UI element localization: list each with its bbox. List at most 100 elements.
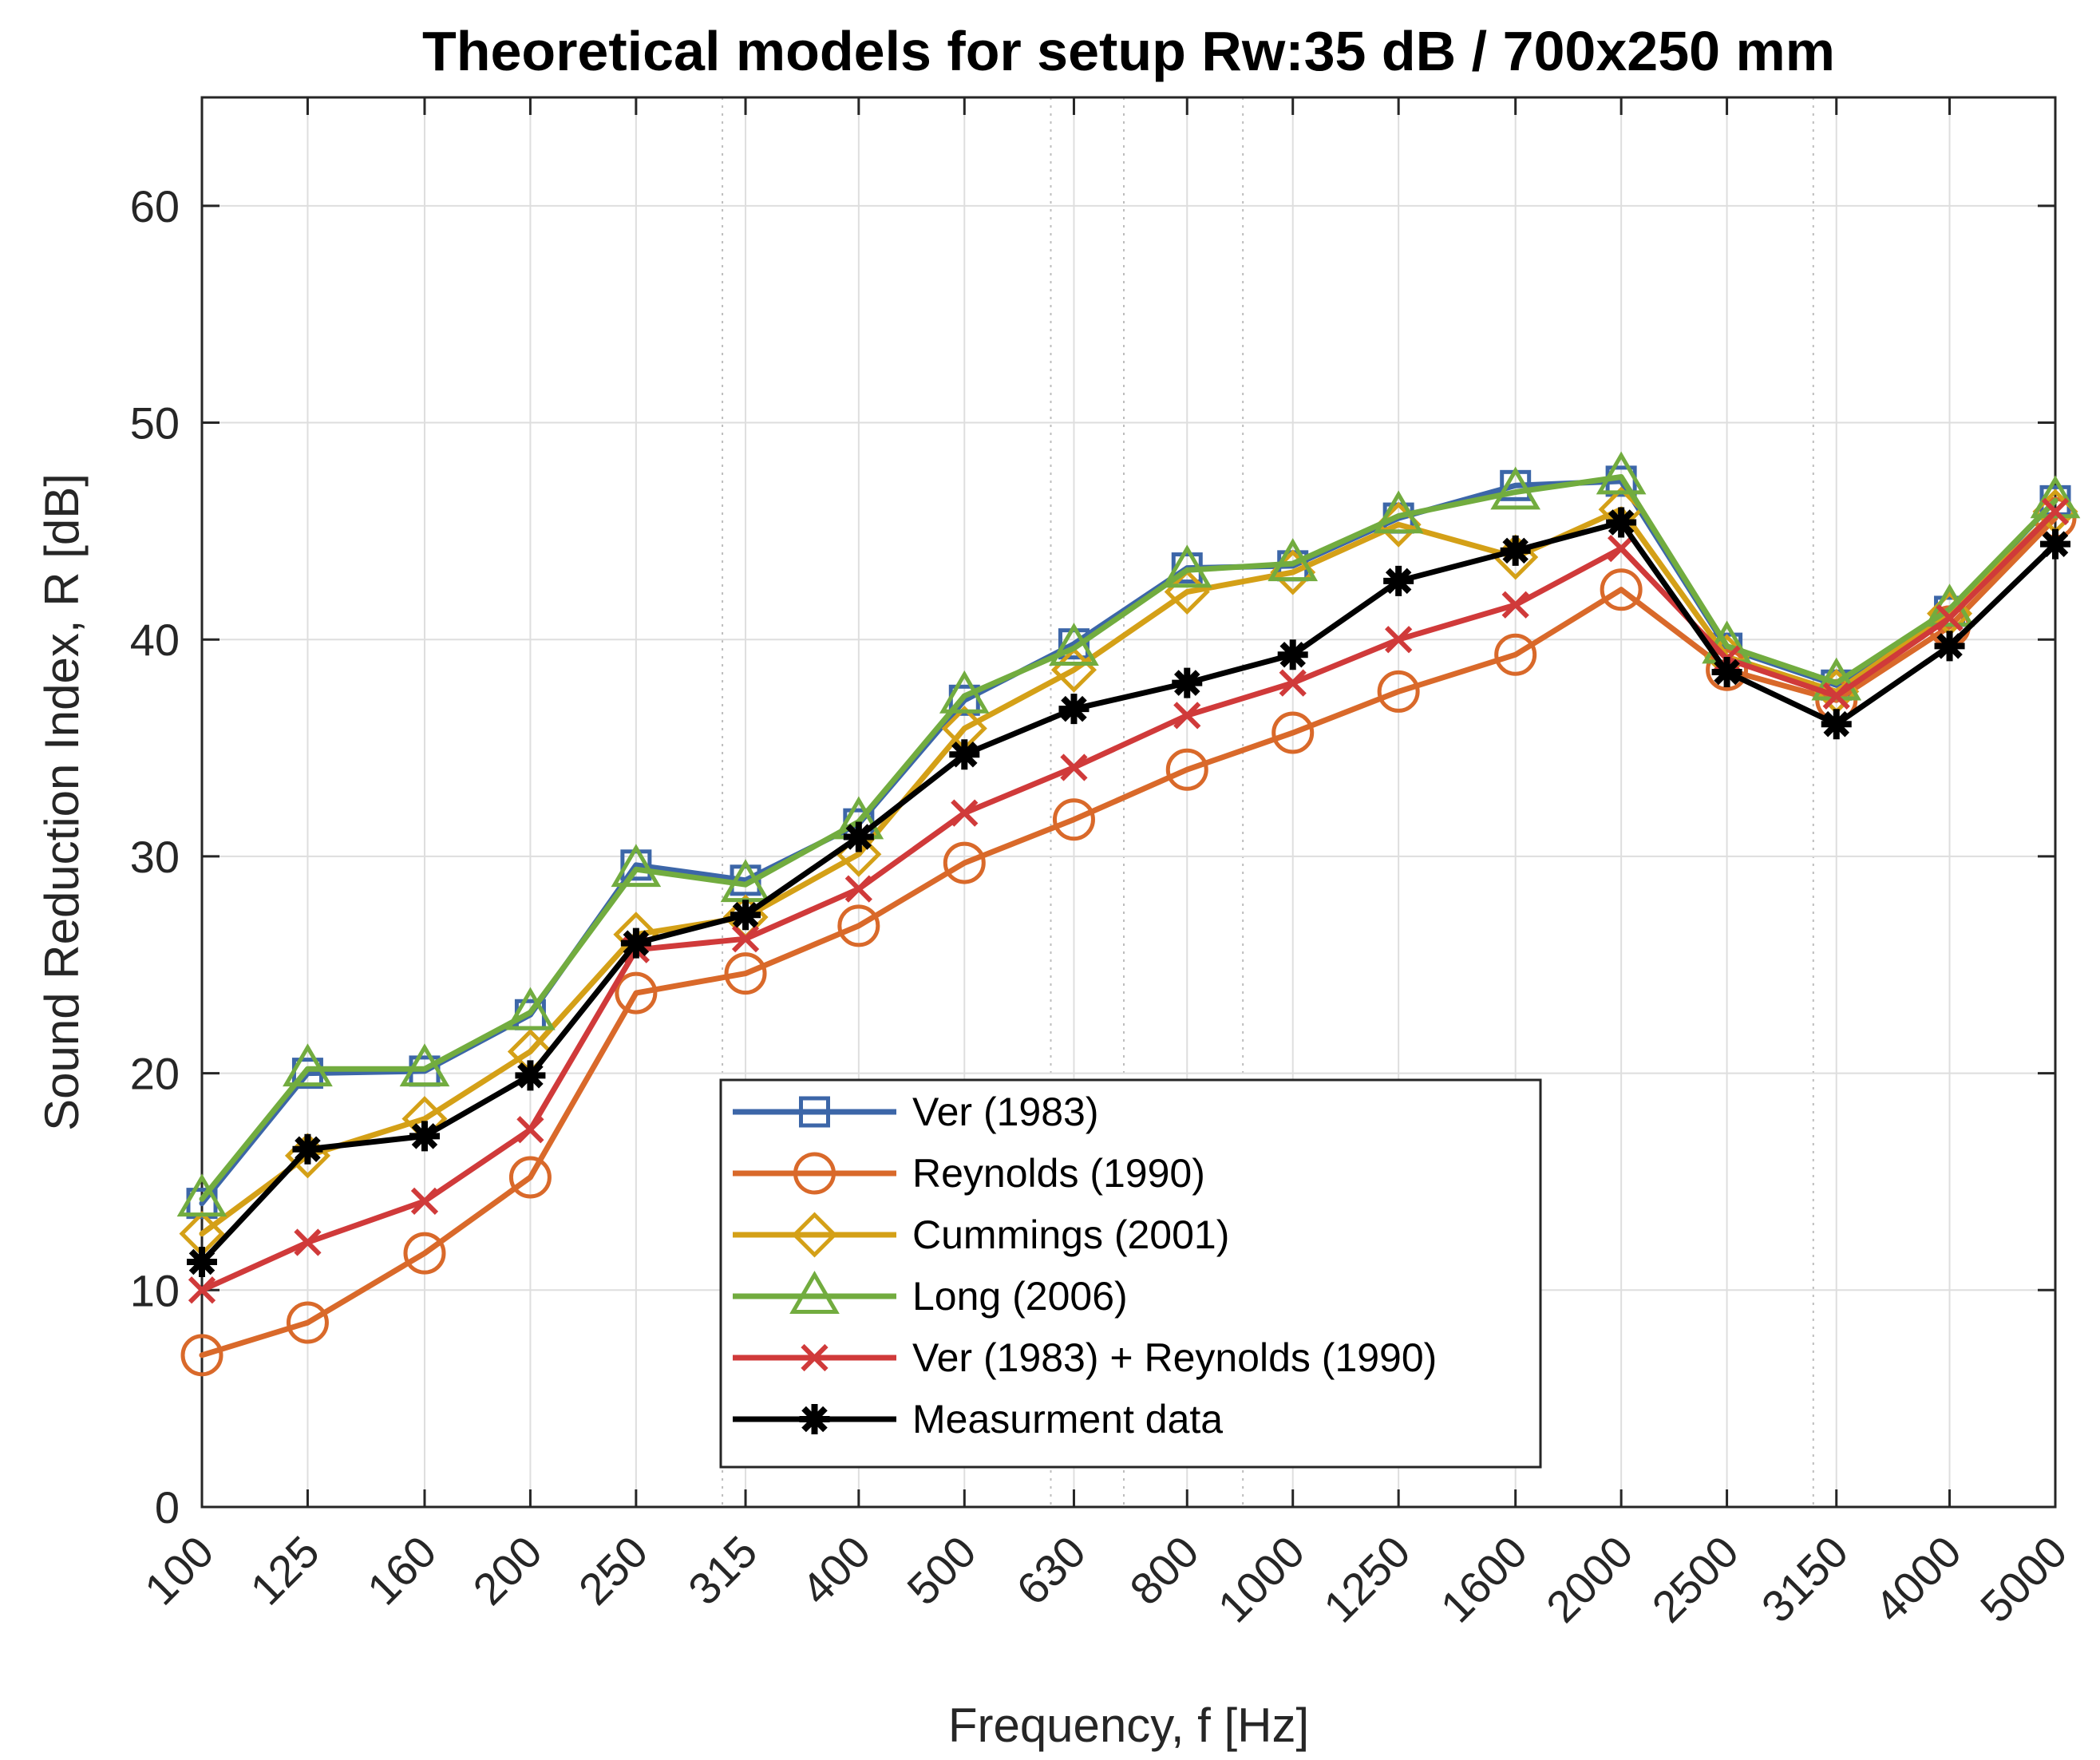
legend-label: Reynolds (1990) (912, 1151, 1205, 1196)
circle-marker (1377, 670, 1420, 713)
y-tick-label: 30 (130, 832, 180, 882)
x-marker (410, 1187, 439, 1216)
asterisk-marker (292, 1133, 323, 1165)
x-tick-label: 125 (240, 1526, 329, 1615)
asterisk-marker (1711, 656, 1742, 687)
circle-marker (793, 1152, 836, 1195)
circle-marker (1706, 648, 1749, 691)
x-marker (1279, 669, 1307, 697)
series-line (199, 520, 2058, 1265)
series-line (199, 508, 2058, 1293)
legend-box (719, 1078, 1542, 1469)
diamond-marker (791, 1212, 838, 1258)
legend: Ver (1983) Reynolds (1990) Cummings (2001)… (719, 1078, 1542, 1469)
asterisk-marker (409, 1121, 440, 1152)
asterisk-marker (515, 1060, 546, 1091)
x-tick-label: 100 (135, 1526, 223, 1615)
plot-frame (200, 96, 2057, 1509)
triangle-marker (1049, 623, 1099, 666)
legend-entry: Cummings (2001) (733, 1212, 1229, 1258)
x-tick-label: 200 (463, 1526, 552, 1615)
legend-entry: Reynolds (1990) (733, 1151, 1205, 1196)
asterisk-marker (799, 1404, 830, 1434)
series-4 (176, 451, 2081, 1217)
x-tick-label: 3150 (1752, 1526, 1858, 1632)
legend-entry: Measurment data (733, 1397, 1223, 1442)
asterisk-marker (1934, 631, 1965, 662)
circle-marker (1600, 568, 1643, 611)
circle-marker (1271, 711, 1315, 754)
tick-marks (200, 97, 2057, 1509)
x-marker (801, 1343, 829, 1372)
triangle-marker (505, 987, 556, 1030)
x-marker (1173, 702, 1201, 730)
x-marker (1385, 626, 1413, 654)
legend-label: Measurment data (912, 1397, 1223, 1442)
x-tick-label: 250 (569, 1526, 658, 1615)
legend-label: Cummings (2001) (912, 1212, 1229, 1257)
triangle-marker (1490, 466, 1541, 510)
triangle-marker (939, 670, 990, 714)
x-axis-label: Frequency, f [Hz] (948, 1699, 1309, 1752)
x-tick-label: 160 (358, 1526, 446, 1615)
circle-marker (1165, 748, 1208, 791)
triangle-marker (789, 1271, 840, 1314)
x-tick-label: 500 (897, 1526, 986, 1615)
asterisk-marker (1172, 667, 1203, 698)
triangle-marker (611, 844, 662, 888)
legend-label: Ver (1983) + Reynolds (1990) (912, 1335, 1437, 1380)
legend-label: Ver (1983) (912, 1090, 1098, 1134)
square-marker (799, 1096, 830, 1128)
x-tick-label: 1250 (1314, 1526, 1420, 1632)
y-tick-label: 60 (130, 181, 180, 231)
y-axis-label: Sound Reduction Index, R [dB] (35, 473, 89, 1131)
circle-marker (615, 971, 658, 1014)
x-tick-label: 630 (1006, 1526, 1095, 1615)
x-marker (294, 1228, 322, 1256)
triangle-marker (1373, 490, 1424, 534)
series-layer (176, 451, 2081, 1377)
triangle-marker (176, 1173, 227, 1217)
circle-marker (1052, 798, 1095, 841)
x-marker (731, 925, 760, 953)
x-marker (951, 799, 979, 827)
y-tick-label: 0 (155, 1482, 180, 1533)
asterisk-marker (1058, 694, 1090, 725)
x-tick-label: 315 (678, 1526, 767, 1615)
chart-title: Theoretical models for setup Rw:35 dB / … (422, 20, 1835, 82)
asterisk-marker (843, 821, 874, 852)
x-tick-label: 1000 (1208, 1526, 1315, 1632)
asterisk-marker (1500, 535, 1531, 566)
x-marker (1501, 591, 1529, 619)
x-tick-label: 2000 (1536, 1526, 1643, 1632)
triangle-marker (1268, 538, 1319, 582)
x-marker (1936, 603, 1964, 632)
x-marker (1608, 534, 1635, 563)
circle-marker (508, 1156, 552, 1199)
circle-marker (1494, 633, 1537, 676)
series-6 (187, 507, 2070, 1277)
series-5 (188, 497, 2070, 1304)
x-marker (844, 875, 872, 903)
asterisk-marker (1821, 709, 1852, 740)
asterisk-marker (949, 739, 980, 770)
x-marker (1822, 682, 1850, 710)
x-tick-label: 800 (1120, 1526, 1208, 1615)
asterisk-marker (730, 900, 761, 931)
asterisk-marker (1277, 639, 1308, 670)
legend-entry: Ver (1983) (733, 1090, 1098, 1134)
y-tick-label: 40 (130, 615, 180, 665)
legend-label: Long (2006) (912, 1274, 1128, 1319)
circle-marker (943, 841, 986, 884)
asterisk-marker (620, 927, 651, 959)
y-tick-label: 50 (130, 398, 180, 449)
x-marker (1060, 753, 1088, 781)
x-tick-label: 2500 (1642, 1526, 1748, 1632)
circle-marker (180, 1334, 223, 1377)
asterisk-marker (1606, 507, 1637, 538)
triangle-marker (283, 1043, 333, 1087)
x-marker (516, 1116, 544, 1144)
triangle-marker (399, 1043, 450, 1087)
legend-entry: Long (2006) (733, 1271, 1128, 1319)
triangle-marker (1596, 451, 1647, 495)
